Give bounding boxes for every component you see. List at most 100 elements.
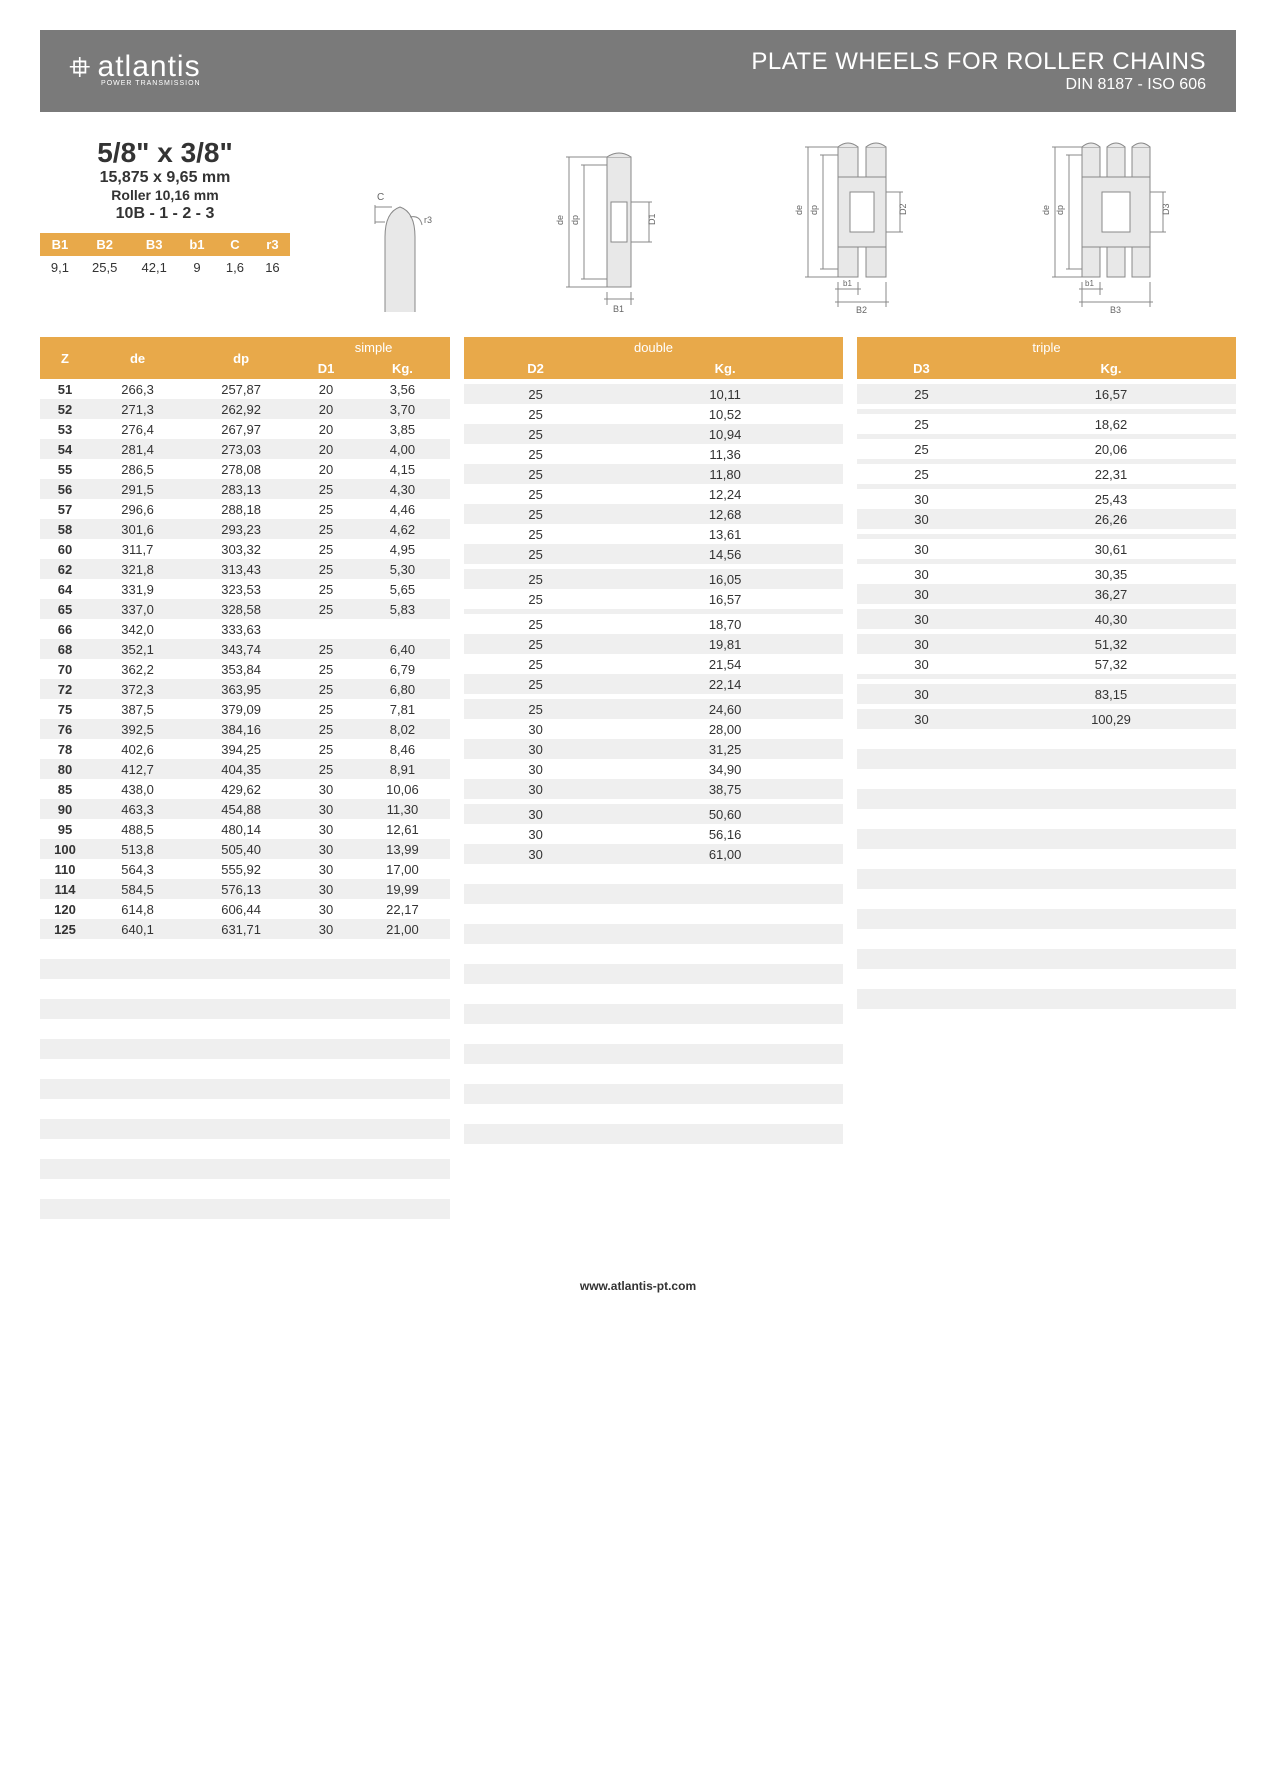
table-cell: 352,1 xyxy=(90,639,185,659)
table-cell xyxy=(185,1219,297,1239)
table-cell: 363,95 xyxy=(185,679,297,699)
table-cell: 25 xyxy=(464,699,607,719)
table-cell: 38,75 xyxy=(607,779,843,799)
table-cell xyxy=(40,1159,90,1179)
table-cell xyxy=(355,1059,450,1079)
table-row: 3038,75 xyxy=(464,779,843,799)
table-row: 3061,00 xyxy=(464,844,843,864)
table-cell xyxy=(297,1179,355,1199)
table-cell xyxy=(90,959,185,979)
table-row: 3051,32 xyxy=(857,634,1236,654)
table-row xyxy=(857,989,1236,1009)
table-row: 2516,05 xyxy=(464,569,843,589)
param-header: B2 xyxy=(80,233,130,256)
table-cell: 353,84 xyxy=(185,659,297,679)
table-cell: 8,91 xyxy=(355,759,450,779)
table-cell: 75 xyxy=(40,699,90,719)
table-row: 30100,29 xyxy=(857,709,1236,729)
table-cell xyxy=(40,1079,90,1099)
table-cell: 36,27 xyxy=(986,584,1236,604)
table-cell xyxy=(185,979,297,999)
table-cell: 22,31 xyxy=(986,464,1236,484)
table-row: 78402,6394,25258,46 xyxy=(40,739,450,759)
table-cell: 30 xyxy=(857,654,986,674)
param-table: B1B2B3b1Cr3 9,125,542,191,616 xyxy=(40,233,290,279)
table-row: 3026,26 xyxy=(857,509,1236,529)
table-cell: 40,30 xyxy=(986,609,1236,629)
table-cell: 25 xyxy=(297,659,355,679)
table-cell: 25 xyxy=(464,614,607,634)
label-dp: dp xyxy=(570,215,580,225)
table-cell: 273,03 xyxy=(185,439,297,459)
table-cell: 301,6 xyxy=(90,519,185,539)
table-row: 2511,36 xyxy=(464,444,843,464)
table-row: 3040,30 xyxy=(857,609,1236,629)
table-row: 2511,80 xyxy=(464,464,843,484)
table-row: 52271,3262,92203,70 xyxy=(40,399,450,419)
table-row: 3030,61 xyxy=(857,539,1236,559)
table-row: 3050,60 xyxy=(464,804,843,824)
table-row: 125640,1631,713021,00 xyxy=(40,919,450,939)
table-cell xyxy=(607,1044,843,1064)
table-cell: 321,8 xyxy=(90,559,185,579)
table-cell: 30 xyxy=(857,509,986,529)
table-row: 3031,25 xyxy=(464,739,843,759)
table-row: 90463,3454,883011,30 xyxy=(40,799,450,819)
table-cell: 30 xyxy=(297,799,355,819)
table-cell xyxy=(185,1079,297,1099)
col-dp: dp xyxy=(185,337,297,379)
table-row xyxy=(40,1059,450,1079)
table-cell: 30 xyxy=(464,719,607,739)
table-row: 3030,35 xyxy=(857,564,1236,584)
table-cell: 10,11 xyxy=(607,384,843,404)
table-cell: 19,81 xyxy=(607,634,843,654)
table-cell xyxy=(40,1039,90,1059)
table-cell: 584,5 xyxy=(90,879,185,899)
table-cell: 83,15 xyxy=(986,684,1236,704)
table-cell xyxy=(464,1004,607,1024)
table-row xyxy=(464,1124,843,1144)
table-cell: 30 xyxy=(464,739,607,759)
table-cell xyxy=(986,849,1236,869)
table-cell xyxy=(464,1104,607,1124)
table-cell xyxy=(297,1059,355,1079)
col-de: de xyxy=(90,337,185,379)
table-row xyxy=(40,1159,450,1179)
table-row xyxy=(40,979,450,999)
label-d3: D3 xyxy=(1161,203,1171,215)
table-cell xyxy=(607,904,843,924)
table-row: 2510,52 xyxy=(464,404,843,424)
table-row: 3028,00 xyxy=(464,719,843,739)
table-row: 53276,4267,97203,85 xyxy=(40,419,450,439)
table-row: 85438,0429,623010,06 xyxy=(40,779,450,799)
table-row xyxy=(40,1019,450,1039)
table-cell xyxy=(90,939,185,959)
table-cell: 51 xyxy=(40,379,90,399)
table-cell xyxy=(464,864,607,884)
table-cell xyxy=(40,999,90,1019)
table-cell xyxy=(986,829,1236,849)
diagram-triple: de dp D3 b1 B3 xyxy=(1037,137,1197,317)
table-row: 110564,3555,923017,00 xyxy=(40,859,450,879)
table-cell: 614,8 xyxy=(90,899,185,919)
table-cell: 25 xyxy=(297,559,355,579)
table-row: 2524,60 xyxy=(464,699,843,719)
table-cell xyxy=(464,904,607,924)
param-header: B3 xyxy=(129,233,179,256)
label-dp: dp xyxy=(1055,205,1065,215)
table-cell xyxy=(607,984,843,1004)
table-cell: 20 xyxy=(297,439,355,459)
table-cell: 100,29 xyxy=(986,709,1236,729)
table-row xyxy=(40,1119,450,1139)
table-cell: 387,5 xyxy=(90,699,185,719)
table-cell xyxy=(355,1019,450,1039)
table-cell: 25 xyxy=(464,524,607,544)
table-cell: 429,62 xyxy=(185,779,297,799)
table-cell: 5,30 xyxy=(355,559,450,579)
table-row: 2518,62 xyxy=(857,414,1236,434)
table-cell: 25 xyxy=(857,384,986,404)
table-cell xyxy=(857,969,986,989)
table-cell xyxy=(90,1039,185,1059)
table-cell: 72 xyxy=(40,679,90,699)
table-cell xyxy=(297,1139,355,1159)
